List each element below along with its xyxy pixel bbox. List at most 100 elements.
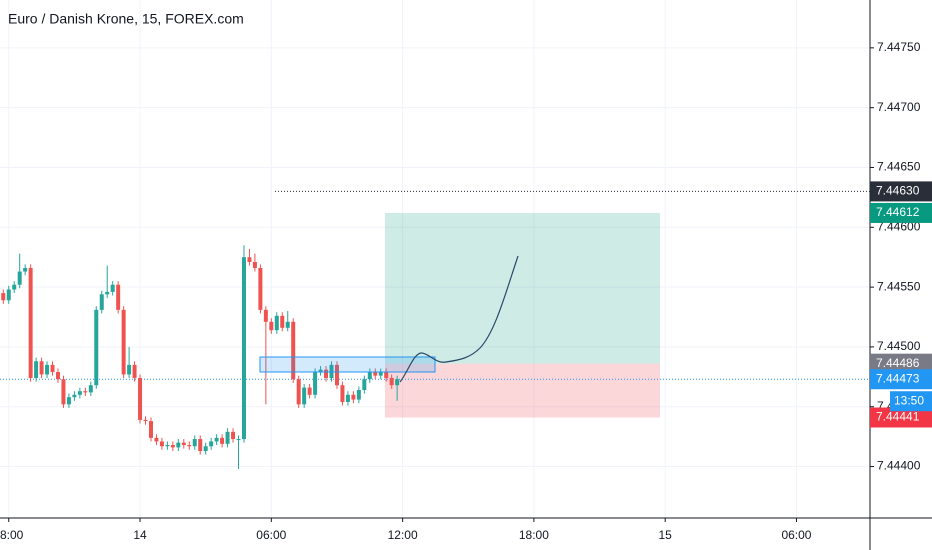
price-badge [870,353,932,374]
x-tick-label: 8:00 [0,528,24,542]
candle-body [176,442,181,448]
candle-body [45,364,50,375]
candle-body [313,372,318,395]
candle-body [72,394,77,398]
candle-body [307,387,312,395]
candle-body [296,379,301,405]
candle-body [23,267,28,272]
projection-curve [399,255,519,383]
candle-body [367,372,372,380]
y-tick-label: 7.44750 [877,40,921,54]
price-badge-label: 7.44441 [876,410,920,424]
candle-body [198,439,203,452]
candles [1,245,400,469]
x-tick-label: 14 [133,528,147,542]
candle-body [34,361,39,379]
candle-body [258,267,263,310]
candle-body [39,361,44,375]
candle-body [148,421,153,438]
candle-body [236,439,241,441]
price-badge [870,181,932,202]
candle-body [209,441,214,447]
y-tick-label: 7.44650 [877,160,921,174]
candle-body [203,446,208,452]
candle-body [291,321,296,380]
candle-body [83,391,88,393]
candle-body [252,261,257,268]
candle-body [362,379,367,390]
candle-body [373,372,378,376]
overlay [259,255,519,383]
candle-body [378,372,383,376]
time-axis-bg [0,518,932,550]
candle-body [1,293,6,301]
candle-body [105,291,110,295]
y-tick-label: 7.44600 [877,219,921,233]
grid [0,0,870,518]
candle-body [154,437,159,442]
price-badge [870,369,932,390]
candle-body [241,257,246,440]
countdown-badge [890,391,932,412]
candle-body [285,321,290,328]
candle-body [55,372,60,380]
candle-body [50,364,55,373]
y-tick-label: 7.44500 [877,339,921,353]
price-axis-bg [870,0,932,550]
x-tick-label: 18:00 [519,528,549,542]
candle-body [17,271,22,285]
price-badge-label: 7.44630 [876,184,920,198]
y-tick-label: 7.44550 [877,279,921,293]
price-badge [870,202,932,223]
candle-body [127,364,132,375]
candle-body [99,294,104,310]
candle-body [116,284,121,310]
candle-body [318,369,323,373]
candle-body [192,439,197,447]
candle-body [61,379,66,405]
candle-body [302,387,307,405]
candle-body [280,315,285,328]
candle-body [225,431,230,444]
candle-body [351,394,356,400]
candle-body [66,397,71,405]
candle-body [345,394,350,402]
candle-body [395,379,400,386]
y-tick-label: 7.44700 [877,100,921,114]
candle-body [263,309,268,322]
y-tick-label: 7.44400 [877,459,921,473]
candle-body [159,441,164,447]
candle-body [121,309,126,375]
x-tick-label: 12:00 [388,528,418,542]
candle-body [274,315,279,331]
x-tick-label: 06:00 [256,528,286,542]
candle-body [384,372,389,379]
candle-body [110,284,115,292]
candle-body [324,369,329,379]
candle-body [94,309,99,386]
candle-body [231,431,236,440]
candle-body [138,378,143,420]
candle-body [88,385,93,393]
candle-body [269,321,274,331]
price-badge [870,407,932,428]
candle-body [340,385,345,402]
candle-body [334,364,339,386]
chart-title: Euro / Danish Krone, 15, FOREX.com [8,11,244,27]
candle-body [187,445,192,447]
candle-body [214,437,219,442]
price-badge-label: 7.44612 [876,205,920,219]
candle-body [132,364,137,379]
drawings [0,190,870,418]
candle-body [143,419,148,422]
stop-zone [385,363,660,418]
candle-body [165,445,170,447]
target-zone [385,212,660,364]
candle-body [12,284,17,290]
zone-rectangle [259,356,436,373]
candle-body [247,257,252,262]
candle-body [356,389,361,400]
